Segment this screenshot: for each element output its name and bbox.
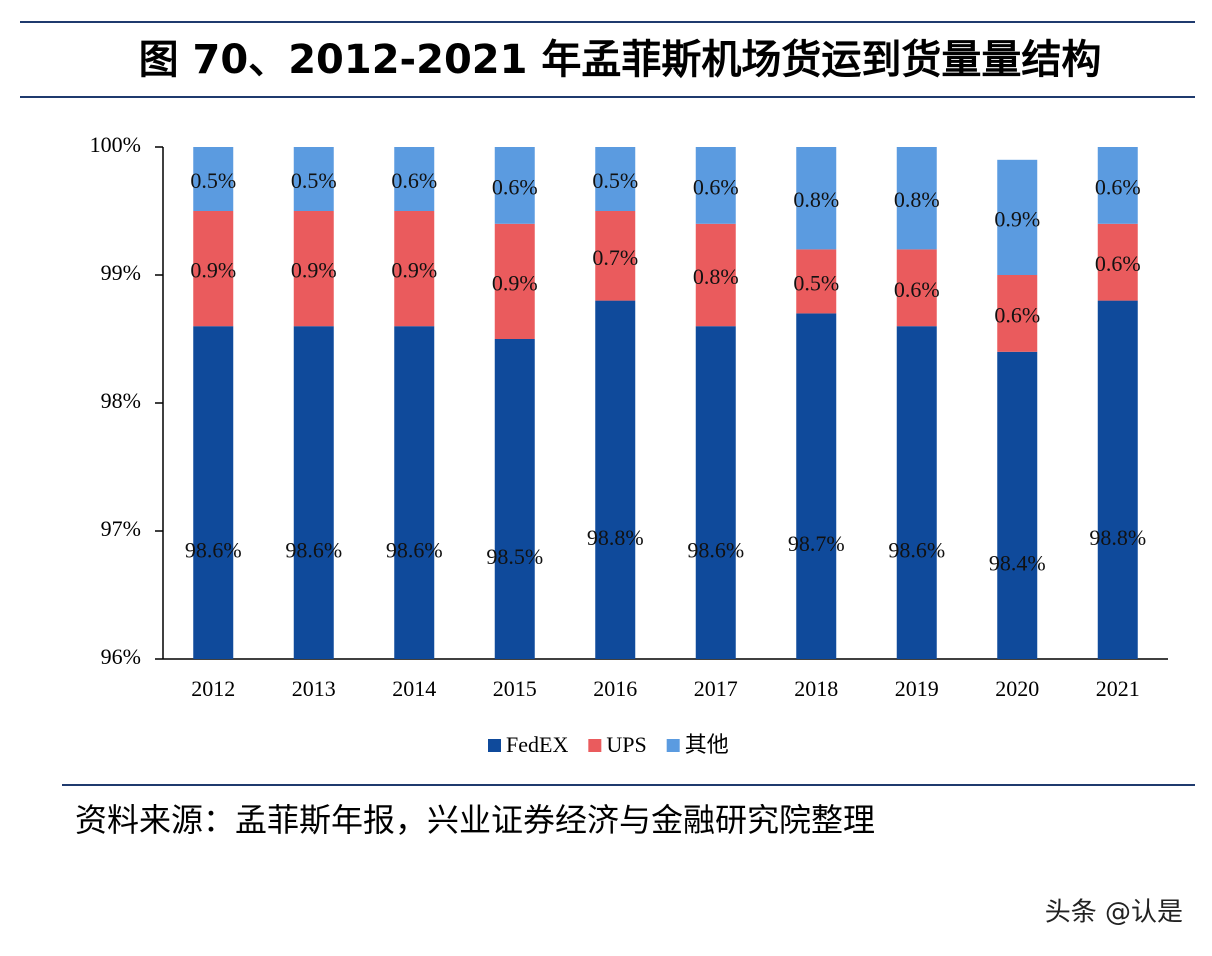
data-label: 0.8%: [894, 187, 940, 212]
bar-segment: [494, 339, 535, 659]
data-label: 0.6%: [492, 174, 538, 199]
data-label: 0.5%: [592, 168, 638, 193]
bar-segment: [293, 211, 334, 327]
data-label: 0.6%: [894, 277, 940, 302]
bar-segment: [695, 147, 736, 224]
data-label: 0.9%: [291, 258, 337, 283]
source: 资料来源：孟菲斯年报，兴业证券经济与金融研究院整理: [75, 801, 875, 839]
legend-swatch: [488, 739, 501, 752]
data-label: 0.6%: [1095, 174, 1141, 199]
legend-label: UPS: [606, 732, 646, 757]
data-label: 0.9%: [492, 270, 538, 295]
legend-label: 其他: [685, 732, 729, 757]
bar-segment: [997, 159, 1038, 275]
data-label: 98.6%: [386, 538, 443, 563]
data-label: 0.8%: [693, 264, 739, 289]
data-label: 98.6%: [888, 538, 945, 563]
data-label: 0.6%: [693, 174, 739, 199]
bar-segment: [394, 211, 435, 327]
x-tick-label: 2017: [694, 676, 738, 701]
data-label: 0.5%: [793, 270, 839, 295]
data-label: 98.8%: [1089, 525, 1146, 550]
bar-segment: [293, 147, 334, 211]
x-tick-label: 2013: [292, 676, 336, 701]
x-tick-label: 2020: [995, 676, 1039, 701]
bar-segment: [595, 211, 636, 301]
bar-segment: [394, 147, 435, 211]
bar-segment: [796, 313, 837, 659]
y-tick-label: 96%: [101, 644, 141, 669]
data-label: 0.9%: [391, 258, 437, 283]
legend-swatch: [666, 739, 680, 752]
bar-segment: [896, 147, 937, 250]
data-label: 98.4%: [989, 550, 1046, 575]
data-label: 98.6%: [687, 538, 744, 563]
y-tick-label: 100%: [90, 132, 141, 157]
data-label: 0.9%: [994, 206, 1040, 231]
data-label: 0.7%: [592, 245, 638, 270]
data-label: 0.5%: [291, 168, 337, 193]
data-label: 0.6%: [1095, 251, 1141, 276]
y-tick-label: 99%: [101, 260, 141, 285]
bar-segment: [293, 326, 334, 659]
x-tick-label: 2018: [794, 676, 838, 701]
data-label: 98.6%: [285, 538, 342, 563]
bar-segment: [595, 300, 636, 659]
bar-segment: [193, 147, 234, 211]
bar-segment: [997, 351, 1038, 659]
bar-segment: [1097, 147, 1138, 224]
bar-segment: [494, 147, 535, 224]
x-tick-label: 2021: [1096, 676, 1140, 701]
data-label: 0.9%: [190, 258, 236, 283]
bar-segment: [896, 326, 937, 659]
data-label: 0.6%: [994, 302, 1040, 327]
y-tick-label: 98%: [101, 388, 141, 413]
data-label: 98.5%: [486, 544, 543, 569]
y-tick-label: 97%: [101, 516, 141, 541]
data-label: 0.5%: [190, 168, 236, 193]
bar-segment: [796, 147, 837, 250]
data-label: 0.8%: [793, 187, 839, 212]
bar-segment: [1097, 223, 1138, 301]
bar-segment: [193, 211, 234, 327]
bar-segment: [595, 147, 636, 211]
legend-swatch: [588, 739, 602, 752]
data-label: 0.6%: [391, 168, 437, 193]
x-tick-label: 2014: [392, 676, 436, 701]
x-tick-label: 2016: [593, 676, 637, 701]
title: 图 70、2012-2021 年孟菲斯机场货运到货量量结构: [139, 37, 1102, 83]
bar-segment: [997, 275, 1038, 352]
bar-segment: [796, 249, 837, 314]
x-tick-label: 2019: [895, 676, 939, 701]
legend-label: FedEX: [506, 732, 568, 757]
bar-segment: [394, 326, 435, 659]
data-label: 98.6%: [185, 538, 242, 563]
bar-segment: [193, 326, 234, 659]
watermark: 头条 @认是: [1045, 898, 1183, 928]
bar-segment: [695, 223, 736, 327]
bar-segment: [896, 249, 937, 327]
bar-segment: [1097, 300, 1138, 659]
x-tick-label: 2012: [191, 676, 235, 701]
data-label: 98.7%: [788, 531, 845, 556]
bar-segment: [494, 223, 535, 339]
bar-segment: [695, 326, 736, 659]
x-tick-label: 2015: [493, 676, 537, 701]
data-label: 98.8%: [587, 525, 644, 550]
